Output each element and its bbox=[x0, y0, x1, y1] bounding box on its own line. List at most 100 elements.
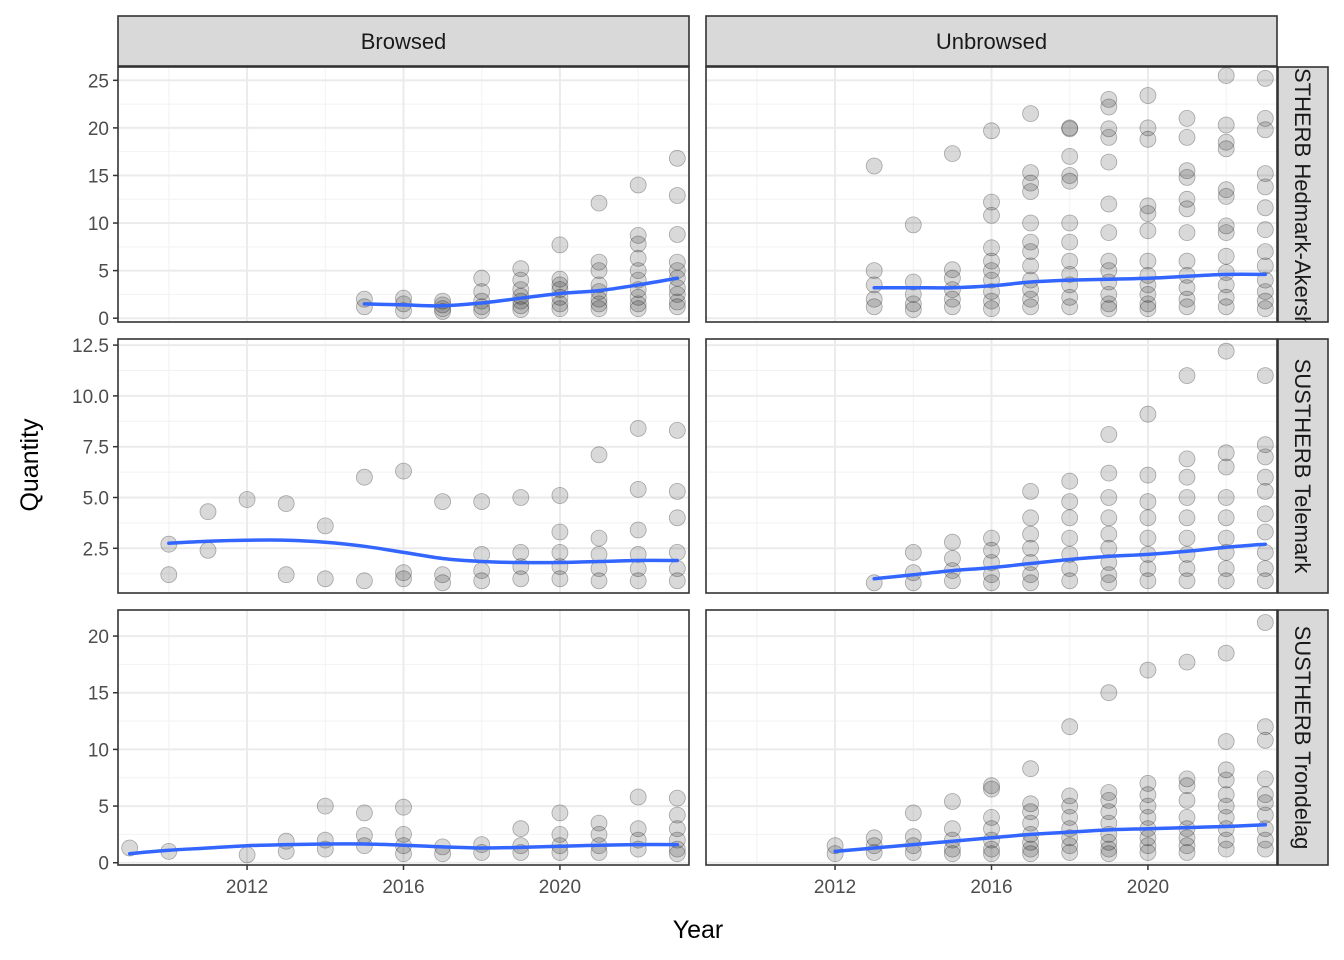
data-point bbox=[668, 285, 686, 303]
data-point bbox=[629, 521, 647, 539]
data-point bbox=[590, 194, 608, 212]
data-point bbox=[1217, 133, 1235, 151]
data-point bbox=[1022, 795, 1039, 813]
data-point bbox=[1022, 243, 1039, 261]
data-point bbox=[983, 845, 1000, 863]
data-point bbox=[434, 493, 452, 511]
data-point bbox=[277, 495, 295, 513]
data-point bbox=[668, 789, 686, 807]
data-point bbox=[1178, 489, 1196, 506]
data-point bbox=[1061, 214, 1079, 232]
data-point bbox=[1061, 797, 1079, 815]
data-point bbox=[473, 283, 491, 301]
data-point bbox=[668, 482, 686, 500]
data-point bbox=[944, 298, 961, 316]
y-tick-label: 5 bbox=[98, 262, 109, 283]
data-point bbox=[668, 820, 686, 838]
panel-frame bbox=[705, 338, 1278, 594]
data-point bbox=[1100, 91, 1118, 108]
data-point bbox=[1100, 98, 1118, 116]
data-point bbox=[1217, 288, 1235, 306]
data-point bbox=[668, 421, 686, 439]
data-point bbox=[551, 236, 569, 254]
data-point bbox=[904, 544, 922, 561]
panel-frame bbox=[705, 66, 1278, 323]
data-point bbox=[199, 541, 217, 559]
data-point bbox=[629, 480, 647, 498]
smooth-line bbox=[167, 538, 680, 565]
data-point bbox=[1100, 845, 1118, 863]
row-strip bbox=[1277, 338, 1329, 594]
data-point bbox=[1178, 653, 1196, 671]
smooth-line bbox=[833, 823, 1268, 854]
data-point bbox=[1256, 292, 1274, 310]
y-tick-label: 7.5 bbox=[83, 438, 109, 459]
data-point bbox=[1100, 195, 1118, 213]
data-point bbox=[395, 462, 412, 480]
data-point bbox=[983, 262, 1000, 280]
data-point bbox=[238, 491, 256, 508]
data-point bbox=[629, 226, 647, 244]
data-point bbox=[629, 176, 647, 194]
data-point bbox=[1139, 493, 1157, 511]
data-point bbox=[1100, 489, 1118, 506]
data-point bbox=[1061, 167, 1079, 184]
data-point bbox=[1139, 130, 1157, 148]
smooth-line bbox=[872, 542, 1268, 581]
data-point bbox=[944, 145, 961, 163]
y-tick-label: 25 bbox=[88, 71, 109, 92]
data-point bbox=[473, 269, 491, 287]
data-point bbox=[1100, 509, 1118, 527]
data-point bbox=[1256, 482, 1274, 500]
data-point bbox=[1100, 464, 1118, 482]
data-point bbox=[1100, 803, 1118, 821]
y-axis-title: Quantity bbox=[16, 418, 44, 512]
data-point bbox=[1217, 181, 1235, 199]
data-point bbox=[629, 788, 647, 806]
x-tick-label: 2012 bbox=[226, 877, 268, 898]
data-point bbox=[1256, 199, 1274, 217]
data-point bbox=[1256, 614, 1274, 631]
data-point bbox=[1139, 844, 1157, 861]
data-point bbox=[1256, 165, 1274, 183]
y-tick-label: 12.5 bbox=[72, 336, 109, 357]
data-point bbox=[1178, 546, 1196, 563]
data-point bbox=[512, 570, 530, 588]
panel-grid bbox=[118, 610, 689, 865]
data-point bbox=[1100, 833, 1118, 851]
data-point bbox=[1256, 436, 1274, 454]
row-strip-label-group: SUSTHERB Trondelag bbox=[1290, 626, 1315, 850]
column-strip bbox=[705, 15, 1278, 67]
y-tick-label: 10 bbox=[88, 740, 109, 761]
data-point bbox=[1022, 840, 1039, 858]
x-tick-label: 2016 bbox=[970, 877, 1012, 898]
x-tick-label: 2020 bbox=[1127, 877, 1169, 898]
data-point bbox=[668, 226, 686, 243]
data-point bbox=[1139, 775, 1157, 792]
data-point bbox=[590, 300, 608, 318]
data-point bbox=[1178, 252, 1196, 270]
data-point bbox=[1139, 809, 1157, 826]
grid-layer bbox=[118, 67, 1277, 865]
data-point bbox=[1100, 784, 1118, 801]
data-point bbox=[1061, 529, 1079, 547]
data-point bbox=[1256, 243, 1274, 261]
data-point bbox=[1061, 172, 1079, 190]
data-point bbox=[668, 509, 686, 527]
data-point bbox=[983, 529, 1000, 547]
data-point bbox=[1061, 119, 1079, 137]
data-point bbox=[1022, 566, 1039, 584]
data-point bbox=[1139, 222, 1157, 240]
data-point bbox=[512, 271, 530, 289]
smooth-layer bbox=[127, 272, 1268, 856]
data-point bbox=[1061, 837, 1079, 855]
data-point bbox=[668, 298, 686, 316]
data-point bbox=[1256, 523, 1274, 541]
data-point bbox=[551, 826, 569, 843]
data-point bbox=[1217, 761, 1235, 779]
data-point bbox=[395, 826, 412, 843]
data-point bbox=[1100, 574, 1118, 592]
data-point bbox=[668, 845, 686, 863]
y-tick-label: 0 bbox=[98, 854, 109, 875]
data-point bbox=[1178, 450, 1196, 468]
